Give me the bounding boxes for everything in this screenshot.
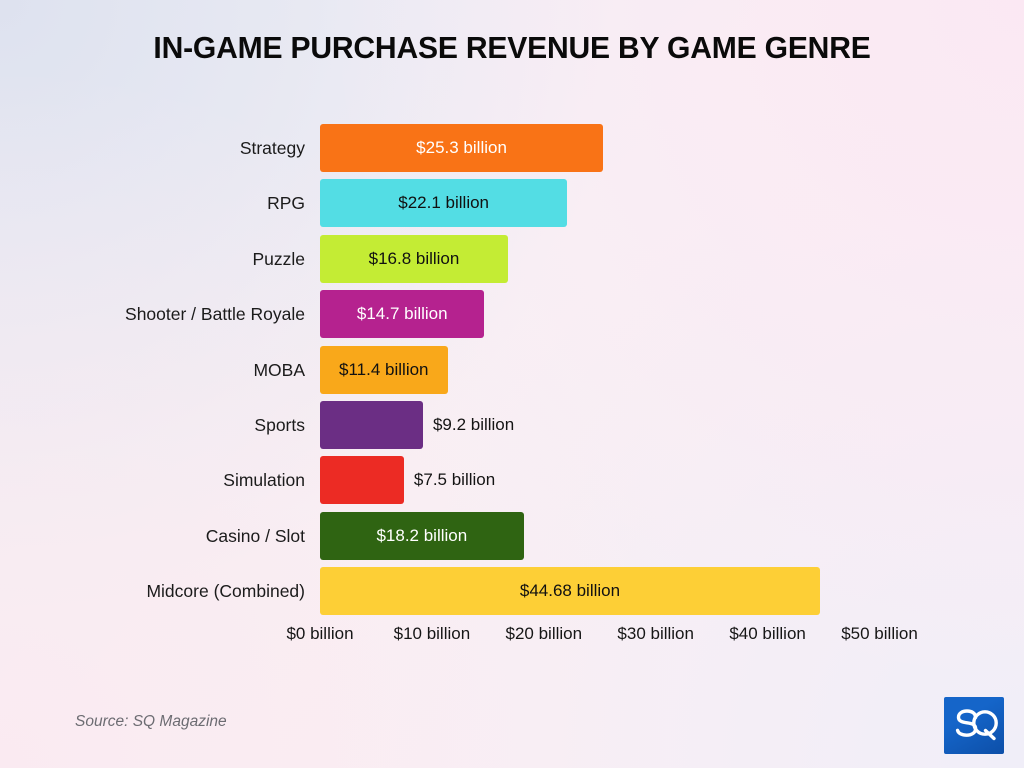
bar-row: Casino / Slot $18.2 billion bbox=[0, 511, 1024, 560]
bar[interactable]: $14.7 billion bbox=[320, 290, 485, 339]
bar-value-label: $44.68 billion bbox=[519, 581, 621, 601]
axis-tick-label: $0 billion bbox=[286, 624, 354, 643]
bar[interactable]: $11.4 billion bbox=[320, 345, 448, 394]
bar[interactable]: $25.3 billion bbox=[320, 124, 604, 172]
axis-tick-label: $30 billion bbox=[617, 624, 694, 643]
category-label: Sports bbox=[254, 415, 305, 435]
category-label: Strategy bbox=[239, 138, 305, 158]
page-title: IN-GAME PURCHASE REVENUE BY GAME GENRE bbox=[153, 30, 871, 65]
category-label: Midcore (Combined) bbox=[146, 581, 305, 602]
bar-row: Strategy $25.3 billion bbox=[0, 124, 1024, 172]
category-label: RPG bbox=[267, 193, 305, 214]
bar-value-label: $16.8 billion bbox=[368, 248, 460, 268]
sq-logo bbox=[944, 697, 1004, 754]
bar[interactable]: $44.68 billion bbox=[320, 567, 820, 616]
bar-row: Midcore (Combined) $44.68 billion bbox=[0, 567, 1024, 616]
category-label: Puzzle bbox=[252, 248, 305, 269]
axis-tick-label: $50 billion bbox=[841, 624, 918, 643]
bar-value-label: $18.2 billion bbox=[376, 525, 468, 545]
bar[interactable]: $16.8 billion bbox=[320, 234, 508, 283]
bar-row: RPG $22.1 billion bbox=[0, 179, 1024, 228]
bar-value-label: $9.2 billion bbox=[432, 415, 515, 434]
axis-tick-label: $10 billion bbox=[393, 624, 471, 643]
bar-value-label: $7.5 billion bbox=[413, 470, 496, 490]
bar[interactable] bbox=[320, 401, 423, 449]
sq-logo-mark bbox=[955, 709, 998, 741]
category-label: Shooter / Battle Royale bbox=[125, 304, 305, 325]
source-note: Source: SQ Magazine bbox=[75, 713, 227, 730]
bar[interactable] bbox=[320, 456, 404, 505]
bar-value-label: $25.3 billion bbox=[416, 138, 507, 157]
category-label: Simulation bbox=[223, 470, 305, 491]
axis-tick-label: $40 billion bbox=[729, 624, 806, 643]
bar[interactable]: $18.2 billion bbox=[320, 511, 524, 560]
bar-row: Shooter / Battle Royale $14.7 billion bbox=[0, 290, 1024, 339]
bar[interactable]: $22.1 billion bbox=[320, 179, 568, 228]
bar-value-label: $22.1 billion bbox=[398, 193, 490, 213]
axis-tick-label: $20 billion bbox=[505, 624, 583, 643]
x-axis: $0 billion $10 billion $20 billion $30 bill… bbox=[0, 620, 1024, 648]
bar-row: Sports $9.2 billion bbox=[0, 401, 1024, 449]
bar-value-label: $11.4 billion bbox=[339, 359, 429, 379]
category-label: MOBA bbox=[253, 359, 305, 380]
bar-row: Puzzle $16.8 billion bbox=[0, 234, 1024, 283]
bar-row: MOBA $11.4 billion bbox=[0, 345, 1024, 394]
category-label: Casino / Slot bbox=[205, 525, 305, 546]
bar-value-label: $14.7 billion bbox=[356, 304, 448, 324]
bar-row: Simulation $7.5 billion bbox=[0, 456, 1024, 505]
